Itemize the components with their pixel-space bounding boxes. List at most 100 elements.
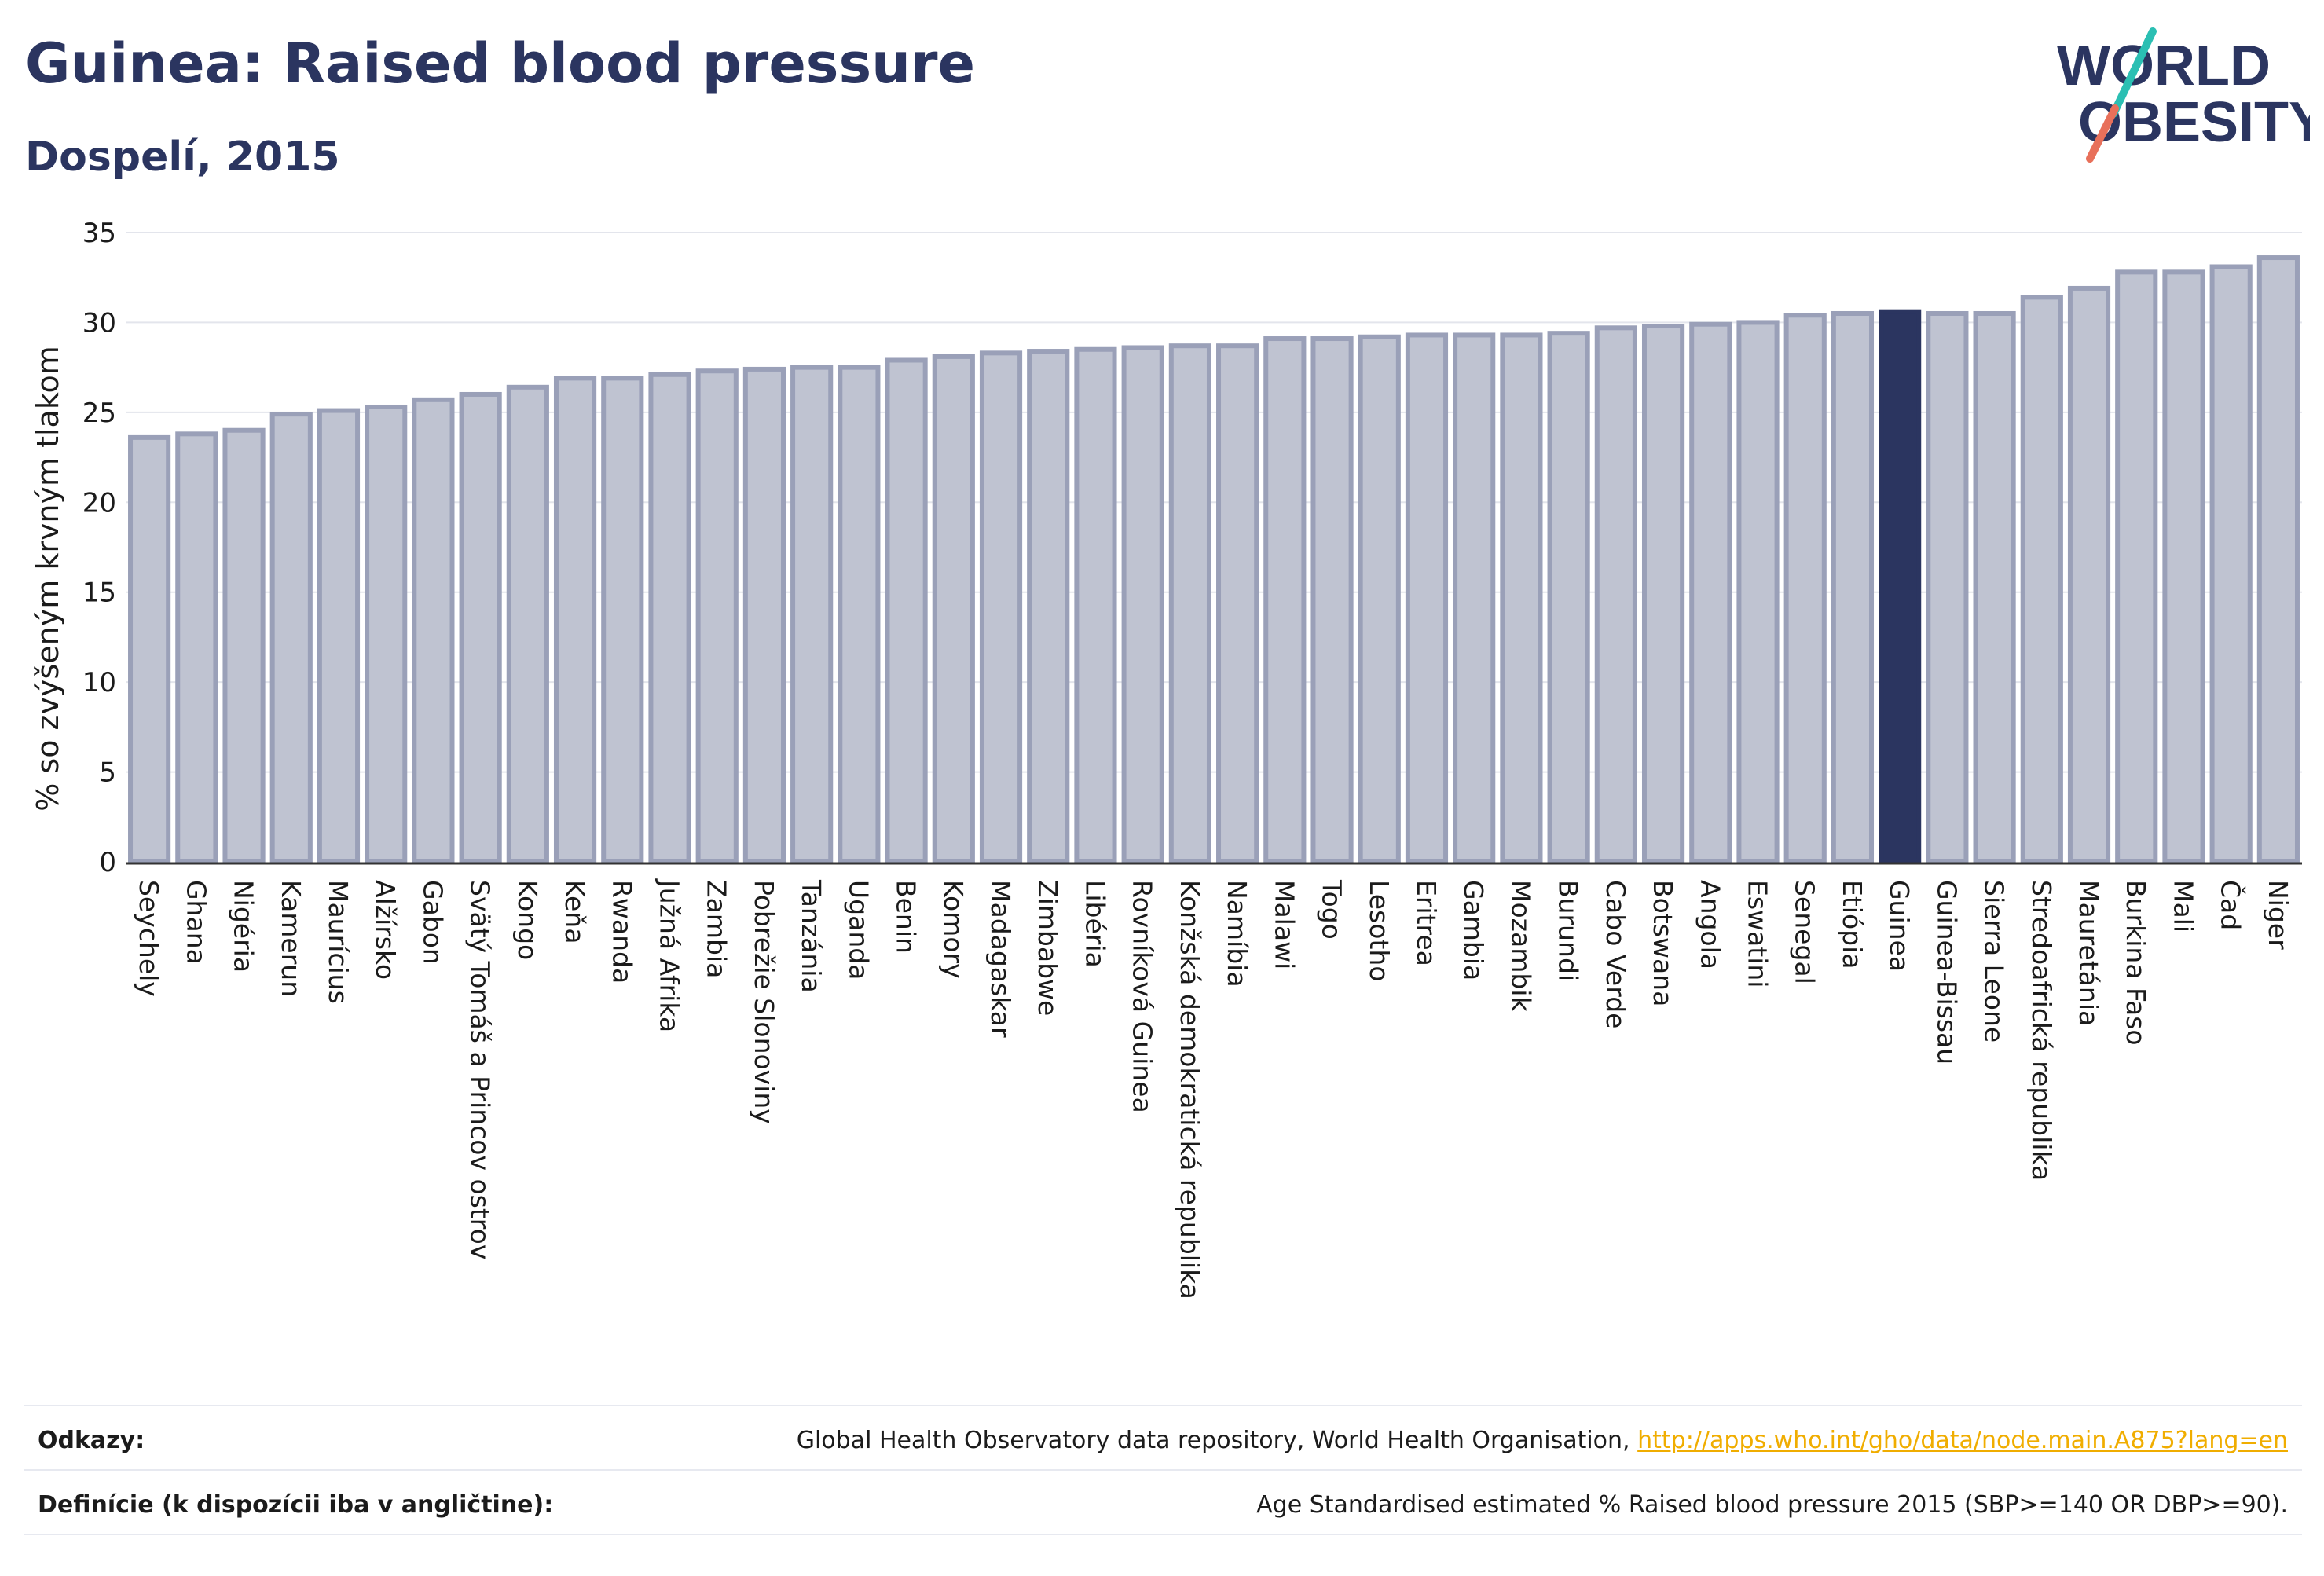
x-tick-label: Mauretánia (2073, 880, 2104, 1026)
x-tick-label: Tanzánia (796, 879, 827, 993)
x-tick-label: Nigéria (229, 880, 259, 973)
x-tick-label: Zimbabwe (1032, 880, 1063, 1016)
sources-link[interactable]: http://apps.who.int/gho/data/node.main.A… (1637, 1427, 2288, 1454)
x-tick-label: Pobrežie Slonoviny (749, 880, 779, 1124)
x-tick-label: Kongo (512, 880, 543, 960)
x-tick-label: Guinea (1884, 880, 1915, 972)
x-tick-label: Seychely (134, 880, 164, 997)
x-tick-label: Cabo Verde (1600, 880, 1631, 1028)
x-tick-label: Rovníková Guinea (1127, 880, 1158, 1113)
bar (1074, 346, 1117, 864)
bar (2256, 255, 2300, 865)
x-tick-label: Kamerun (276, 880, 306, 997)
y-tick-label: 5 (99, 757, 116, 789)
x-tick-label: Guinea-Bissau (1931, 880, 1962, 1065)
bar (838, 365, 881, 864)
bar (1973, 310, 2016, 864)
bar (2067, 285, 2111, 864)
bar (175, 431, 218, 864)
bar (317, 408, 361, 864)
bar (269, 412, 313, 864)
x-tick-label: Namíbia (1222, 880, 1252, 988)
bar (1168, 343, 1211, 864)
x-tick-label: Niger (2263, 880, 2293, 950)
bar (979, 350, 1023, 864)
x-tick-label: Konžská demokratická republika (1175, 880, 1205, 1299)
x-tick-label: Togo (1317, 879, 1347, 940)
bar (1310, 336, 1354, 865)
bar (885, 357, 928, 864)
x-tick-label: Južná Afrika (654, 878, 685, 1032)
bar (506, 384, 549, 864)
y-tick-label: 20 (82, 487, 116, 519)
x-tick-label: Komory (938, 880, 969, 979)
x-tick-label: Gambia (1458, 880, 1489, 980)
x-tick-label: Uganda (843, 880, 874, 980)
chart-subtitle: Dospelí, 2015 (25, 134, 340, 181)
sources-text: Global Health Observatory data repositor… (796, 1427, 1630, 1454)
bar (1594, 325, 1637, 864)
definitions-text: Age Standardised estimated % Raised bloo… (1256, 1491, 2288, 1519)
bar (742, 366, 786, 864)
x-tick-label: Lesotho (1364, 880, 1395, 982)
x-tick-label: Eswatini (1743, 880, 1773, 988)
world-obesity-logo: WORLD OBESITY (2057, 27, 2310, 163)
bar (553, 376, 597, 865)
bar (1027, 349, 1070, 864)
bar (459, 391, 502, 864)
chart-title: Guinea: Raised blood pressure (25, 31, 975, 96)
y-tick-label: 25 (82, 398, 116, 429)
y-tick-label: 30 (82, 307, 116, 339)
x-tick-label: Angola (1695, 880, 1725, 969)
bar (790, 365, 834, 864)
bar (222, 427, 266, 864)
bar (1547, 331, 1590, 865)
x-tick-label: Svätý Tomáš a Princov ostrov (465, 880, 496, 1259)
bar (1783, 313, 1827, 864)
x-tick-label: Stredoafrická republika (2026, 880, 2057, 1181)
x-tick-label: Gabon (417, 880, 448, 965)
bars (128, 255, 2300, 865)
bar (1216, 343, 1259, 864)
logo-slash-bottom (2086, 104, 2119, 163)
bar (2162, 269, 2205, 864)
definitions-label: Definície (k dispozícii iba v angličtine… (38, 1491, 554, 1519)
bar (1831, 310, 1875, 864)
x-tick-label: Benin (891, 880, 922, 954)
x-tick-label: Mali (2168, 880, 2198, 933)
x-tick-label: Burkina Faso (2121, 880, 2151, 1046)
x-tick-label: Mozambik (1505, 880, 1536, 1012)
x-tick-label: Eritrea (1411, 880, 1442, 966)
definitions-row: Definície (k dispozícii iba v angličtine… (24, 1469, 2302, 1535)
bar (412, 397, 455, 864)
x-tick-label: Alžírsko (370, 880, 401, 980)
bar (1453, 332, 1496, 865)
y-tick-label: 10 (82, 667, 116, 698)
bar (2209, 264, 2253, 864)
x-tick-label: Malawi (1269, 880, 1299, 969)
y-tick-label: 35 (82, 218, 116, 249)
sources-label: Odkazy: (38, 1427, 145, 1454)
x-tick-label: Čad (2216, 880, 2247, 930)
bar (1736, 320, 1780, 864)
x-tick-label: Senegal (1790, 880, 1820, 984)
x-tick-label: Sierra Leone (1979, 880, 2010, 1043)
bar-highlight (1879, 309, 1922, 864)
bar (1641, 324, 1685, 864)
logo-slash-top (2110, 27, 2157, 118)
bar (1358, 334, 1401, 865)
x-tick-label: Botswana (1648, 880, 1678, 1006)
bar (648, 372, 691, 865)
y-axis-ticks: 0 5 10 15 20 25 30 35 (82, 218, 116, 878)
x-tick-label: Libéria (1080, 880, 1110, 968)
x-tick-label: Burundi (1553, 880, 1584, 981)
sources-row: Odkazy: Global Health Observatory data r… (24, 1405, 2302, 1469)
bar (695, 368, 739, 865)
bar (1689, 321, 1732, 864)
bar (932, 354, 975, 864)
bar (1405, 332, 1449, 865)
bar (1500, 332, 1543, 865)
x-tick-label: Zambia (702, 880, 732, 978)
bar (1263, 336, 1307, 865)
bar (1926, 310, 1969, 864)
